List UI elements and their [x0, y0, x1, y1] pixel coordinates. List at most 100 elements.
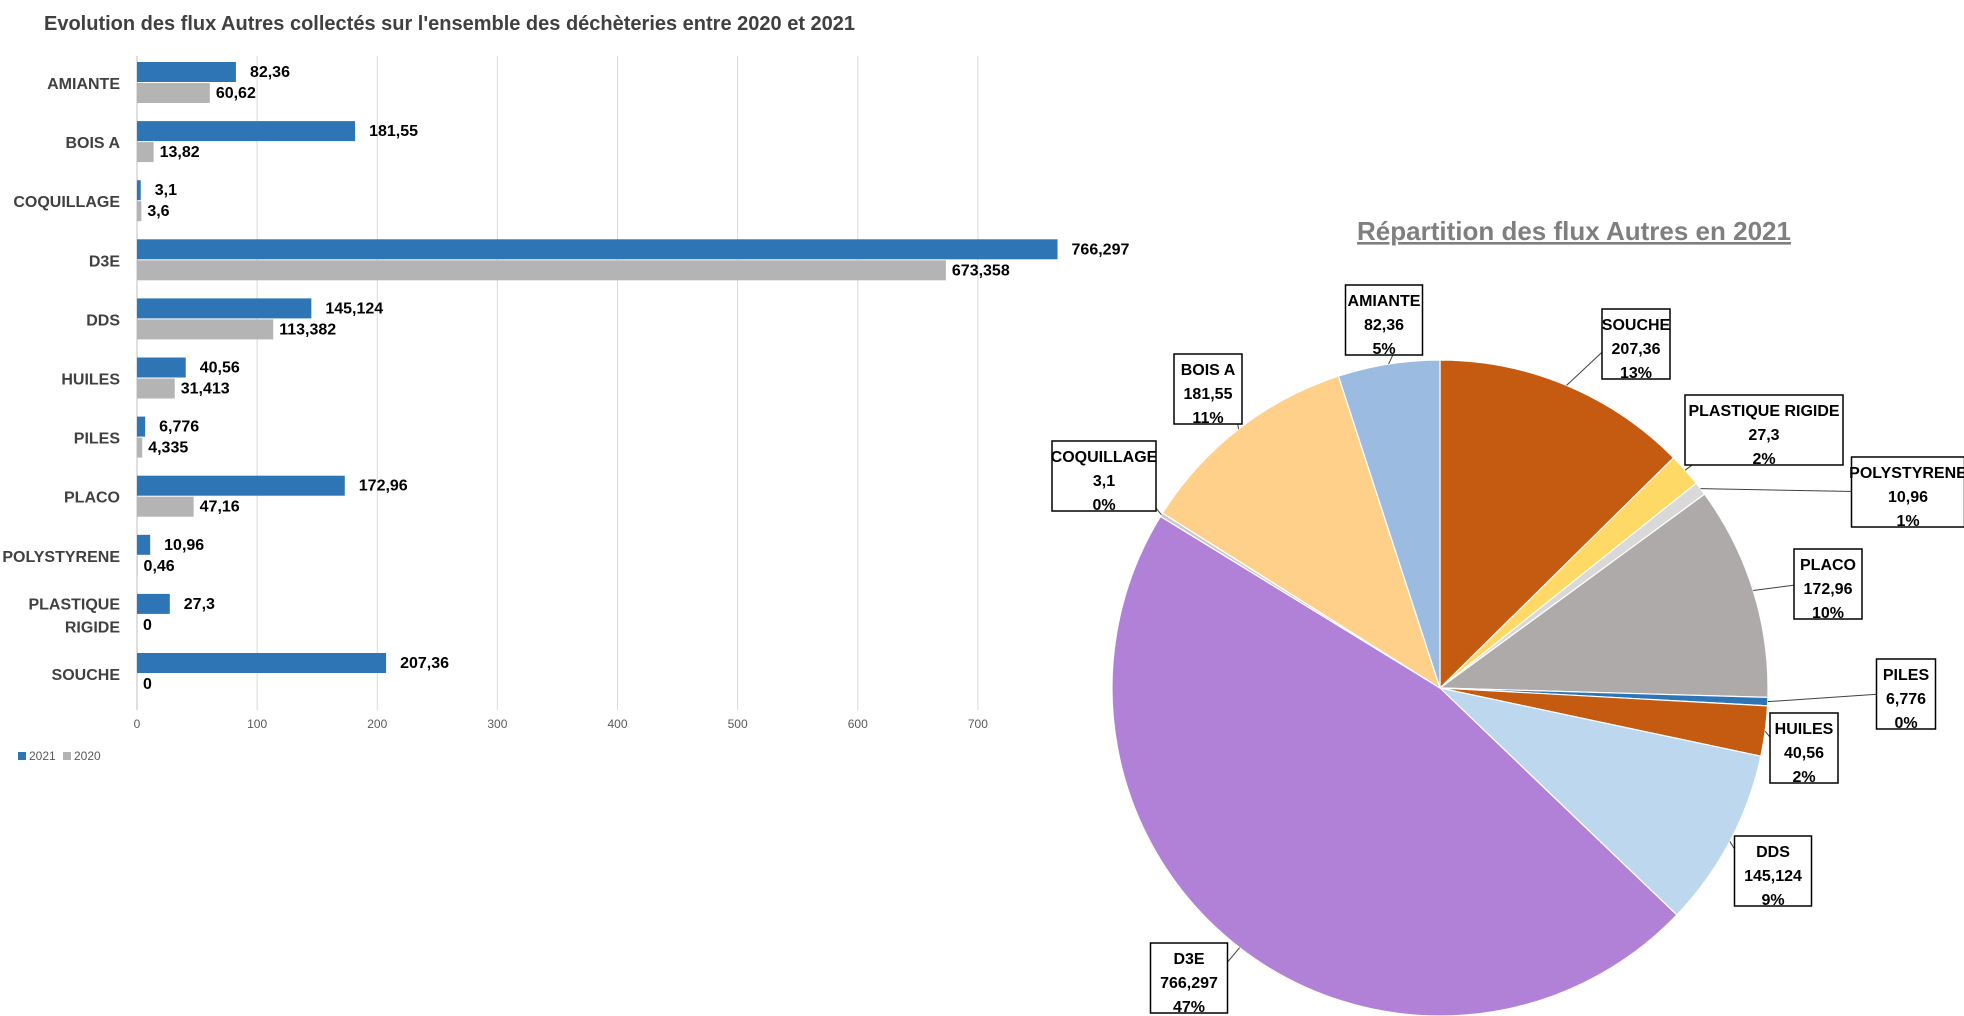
slice-percent-label: 2% [1752, 451, 1775, 468]
bar-2021 [137, 475, 345, 496]
slice-name-label: PLASTIQUE RIGIDE [1688, 403, 1839, 420]
category-label: POLYSTYRENE [2, 549, 120, 566]
slice-percent-label: 2% [1792, 769, 1815, 786]
data-label-2020: 4,335 [148, 440, 188, 457]
slice-value-label: 145,124 [1744, 868, 1802, 885]
slice-percent-label: 1% [1896, 513, 1919, 530]
bar-2021 [137, 180, 141, 201]
category-label: COQUILLAGE [13, 194, 120, 211]
slice-percent-label: 0% [1894, 715, 1917, 732]
legend-label: 2020 [74, 749, 101, 763]
bar-2021 [137, 653, 387, 673]
category-label: PILES [74, 431, 121, 448]
bar-chart: 0 100 200 300 400 500 600 700 AMIANTE 82,36 60,62 B… [2, 56, 1129, 731]
data-label-2021: 181,55 [369, 123, 418, 140]
data-label-2021: 27,3 [184, 596, 215, 613]
data-label-box [1344, 284, 1424, 356]
bar-2021 [137, 239, 1058, 260]
bar-2020 [137, 437, 143, 458]
category-label: DDS [86, 312, 120, 329]
slice-name-label: PILES [1883, 667, 1930, 684]
slice-value-label: 172,96 [1804, 581, 1853, 598]
slice-value-label: 6,776 [1886, 691, 1926, 708]
category-label: HUILES [61, 372, 120, 389]
pie-chart: SOUCHE 207,36 13% PLASTIQUE RIGIDE 27,3 2% POL… [1051, 284, 1964, 1016]
category-label: PLASTIQUE [28, 596, 120, 613]
bar-2021 [137, 298, 312, 319]
x-tick-label: 200 [367, 717, 387, 731]
data-label-2021: 766,297 [1072, 241, 1130, 258]
category-label: D3E [89, 253, 120, 270]
data-label-box [1793, 548, 1863, 620]
bar-2021 [137, 62, 236, 82]
slice-value-label: 27,3 [1748, 427, 1779, 444]
legend-swatch [63, 752, 71, 760]
slice-value-label: 3,1 [1093, 473, 1115, 490]
bar-chart-title: Evolution des flux Autres collectés sur … [44, 13, 855, 35]
data-label-2021: 82,36 [250, 64, 290, 81]
bar-2020 [137, 496, 194, 517]
x-tick-label: 600 [848, 717, 868, 731]
slice-name-label: HUILES [1775, 721, 1834, 738]
bar-2020 [137, 201, 142, 222]
data-label-box [1601, 308, 1671, 380]
data-label-2020: 0 [143, 617, 152, 634]
data-label-2020: 0 [143, 676, 152, 693]
x-tick-label: 300 [487, 717, 507, 731]
data-label-2021: 6,776 [159, 419, 199, 436]
slice-value-label: 766,297 [1160, 975, 1218, 992]
slice-percent-label: 0% [1092, 497, 1115, 514]
slice-value-label: 207,36 [1612, 341, 1661, 358]
slice-percent-label: 13% [1620, 365, 1652, 382]
slice-percent-label: 5% [1372, 341, 1395, 358]
slice-name-label: D3E [1173, 951, 1204, 968]
slice-name-label: AMIANTE [1348, 293, 1421, 310]
category-label: AMIANTE [47, 76, 120, 93]
slice-name-label: SOUCHE [1602, 317, 1671, 334]
bar-2020 [137, 142, 154, 163]
data-label-2021: 172,96 [359, 478, 408, 495]
category-label: SOUCHE [52, 667, 121, 684]
data-label-box [1733, 835, 1813, 907]
data-label-box [1149, 942, 1229, 1014]
slice-value-label: 40,56 [1784, 745, 1824, 762]
x-tick-label: 0 [134, 717, 141, 731]
data-label-2020: 3,6 [147, 203, 169, 220]
leader-line [1767, 693, 1881, 703]
data-label-2020: 0,46 [144, 558, 175, 575]
pie-slice [1438, 686, 1762, 916]
data-label-2021: 3,1 [155, 182, 177, 199]
slice-name-label: POLYSTYRENE [1849, 465, 1964, 482]
bar-2021 [137, 121, 356, 142]
pie-chart-title: Répartition des flux Autres en 2021 [1357, 216, 1791, 246]
data-label-box [1051, 440, 1157, 512]
bar-2021 [137, 593, 170, 614]
slice-percent-label: 10% [1812, 605, 1844, 622]
slice-name-label: COQUILLAGE [1051, 449, 1158, 466]
data-label-box [1173, 353, 1243, 425]
data-label-2021: 10,96 [164, 537, 204, 554]
data-label-2021: 40,56 [200, 360, 240, 377]
x-tick-label: 700 [968, 717, 988, 731]
data-label-2020: 60,62 [216, 85, 256, 102]
slice-name-label: PLACO [1800, 557, 1856, 574]
x-tick-label: 100 [247, 717, 267, 731]
pie-slice [1438, 493, 1769, 699]
legend-swatch [18, 752, 26, 760]
bar-2021 [137, 534, 151, 555]
bar-2020 [137, 555, 138, 576]
slice-value-label: 10,96 [1888, 489, 1928, 506]
slice-percent-label: 9% [1761, 892, 1784, 909]
bar-chart-legend: 2021 2020 [18, 749, 101, 763]
slice-name-label: DDS [1756, 844, 1790, 861]
bar-2020 [137, 378, 175, 399]
category-label: RIGIDE [65, 619, 120, 636]
pie-slice [1337, 359, 1441, 689]
data-label-2020: 31,413 [181, 381, 230, 398]
data-label-box [1875, 658, 1937, 730]
data-label-2021: 145,124 [325, 300, 383, 317]
data-label-box [1684, 394, 1844, 466]
slice-percent-label: 47% [1173, 999, 1205, 1016]
category-label: PLACO [64, 490, 120, 507]
